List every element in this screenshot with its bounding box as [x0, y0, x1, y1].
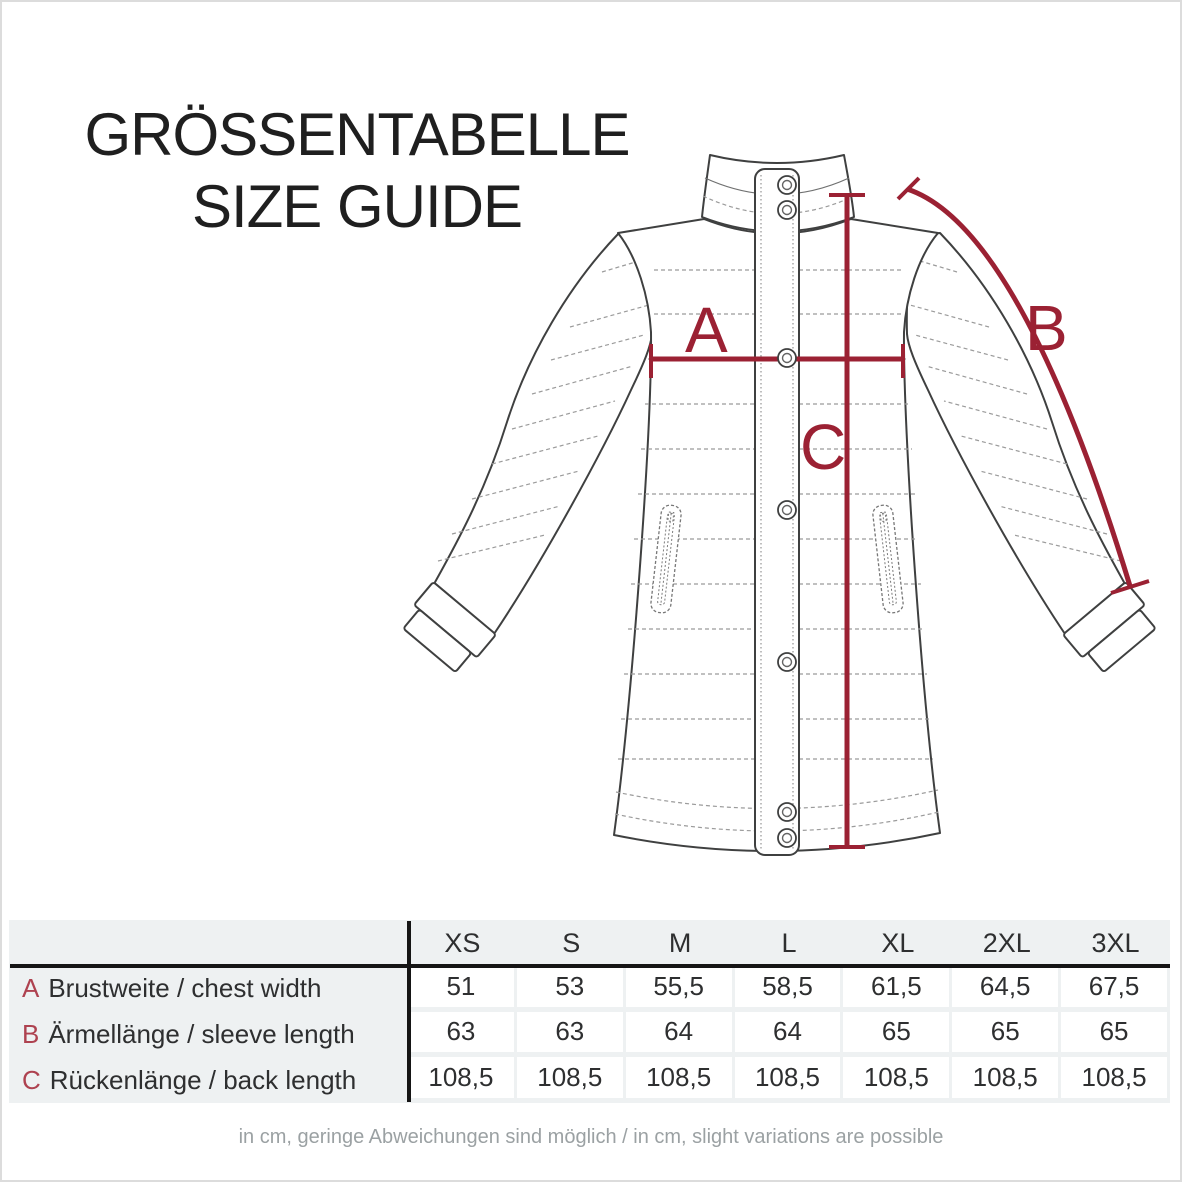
table-cell: 64 — [625, 1011, 735, 1058]
page-title: GRÖSSENTABELLE SIZE GUIDE — [52, 99, 662, 243]
measure-line-b — [906, 186, 1133, 587]
row-key-b: B — [22, 1018, 40, 1049]
title-line-english: SIZE GUIDE — [191, 173, 523, 240]
row-label-sleeve: B Ärmellänge / sleeve length — [9, 1012, 408, 1058]
table-cell: 65 — [843, 1011, 953, 1058]
placket-snap-buttons — [777, 175, 797, 848]
footer-note: in cm, geringe Abweichungen sind möglich… — [238, 1126, 944, 1148]
coat-placket — [754, 168, 800, 856]
table-cell: 108,5 — [625, 1057, 735, 1103]
coat-quilt-lines — [618, 269, 933, 760]
size-col-header: S — [562, 927, 581, 958]
table-cell: 108,5 — [408, 1057, 517, 1103]
table-corner — [9, 920, 408, 966]
size-table: XS S M L XL 2XL 3XL A Brustweite / chest… — [9, 920, 1170, 1103]
coat-left-sleeve — [396, 232, 654, 678]
size-col-header: 2XL — [982, 927, 1031, 958]
table-cell: 108,5 — [516, 1057, 626, 1103]
table-cell: 108,5 — [734, 1057, 844, 1103]
row-key-c: C — [22, 1064, 41, 1095]
measurement-label-c: C — [800, 411, 846, 483]
table-cell: 108,5 — [952, 1057, 1062, 1103]
table-cell: 108,5 — [843, 1057, 953, 1103]
table-cell: 63 — [408, 1011, 517, 1058]
row-label-text: Brustweite / chest width — [48, 973, 322, 1004]
table-vertical-divider — [407, 921, 411, 1102]
collar-quilt-line — [702, 195, 853, 215]
row-key-a: A — [22, 973, 40, 1004]
measurement-label-b: B — [1025, 292, 1068, 364]
measurement-annotations: A C B — [649, 176, 1150, 849]
table-cell: 108,5 — [1061, 1057, 1170, 1103]
row-label-text: Ärmellänge / sleeve length — [48, 1018, 355, 1049]
row-label-back: C Rückenlänge / back length — [9, 1057, 408, 1103]
size-col-header: M — [668, 927, 692, 958]
measurement-label-a: A — [685, 294, 728, 366]
table-cell: 64,5 — [952, 966, 1062, 1012]
coat-illustration — [396, 154, 1163, 856]
table-cell: 53 — [516, 966, 626, 1012]
size-col-header: XS — [444, 927, 481, 958]
size-col-header: 3XL — [1091, 927, 1140, 958]
table-cell: 61,5 — [843, 966, 953, 1012]
table-cell: 65 — [1061, 1011, 1170, 1058]
title-line-german: GRÖSSENTABELLE — [84, 101, 630, 168]
table-cell: 58,5 — [734, 966, 844, 1012]
row-label-chest: A Brustweite / chest width — [9, 966, 408, 1012]
size-col-header: XL — [881, 927, 915, 958]
table-cell: 67,5 — [1061, 966, 1170, 1012]
row-label-text: Rückenlänge / back length — [49, 1064, 357, 1095]
table-cell: 63 — [516, 1011, 626, 1058]
size-col-header: L — [781, 927, 797, 958]
table-cell: 55,5 — [625, 966, 735, 1012]
table-cell: 65 — [952, 1011, 1062, 1058]
table-header-divider — [10, 964, 1170, 968]
table-cell: 64 — [734, 1011, 844, 1058]
table-cell: 51 — [408, 966, 517, 1012]
